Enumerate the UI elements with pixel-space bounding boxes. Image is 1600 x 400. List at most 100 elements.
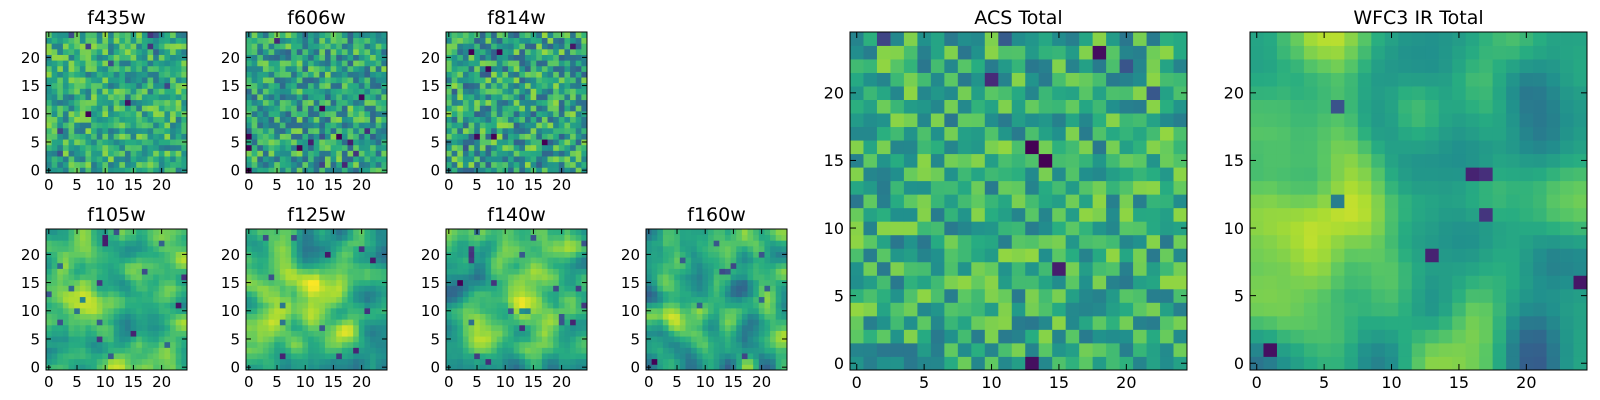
- heatmap-cell: [1173, 302, 1188, 317]
- heatmap-cell: [274, 54, 281, 61]
- heatmap-cell: [724, 330, 731, 337]
- heatmap-cell: [917, 234, 932, 249]
- heatmap-cell: [381, 122, 388, 129]
- heatmap-cell: [302, 110, 309, 117]
- heatmap-cell: [358, 82, 365, 89]
- heatmap-cell: [175, 77, 182, 84]
- heatmap-cell: [736, 296, 743, 303]
- heatmap-cell: [541, 336, 548, 343]
- heatmap-cell: [758, 353, 765, 360]
- heatmap-cell: [79, 353, 86, 360]
- heatmap-cell: [279, 133, 286, 140]
- heatmap-cell: [147, 358, 154, 365]
- heatmap-cell: [285, 133, 292, 140]
- heatmap-cell: [496, 127, 503, 134]
- heatmap-cell: [491, 364, 498, 371]
- heatmap-cell: [302, 257, 309, 264]
- heatmap-cell: [119, 330, 126, 337]
- axes-frame: [245, 228, 388, 371]
- heatmap-cell: [957, 180, 972, 195]
- heatmap-cell: [341, 48, 348, 55]
- heatmap-cell: [917, 153, 932, 168]
- heatmap-cell: [496, 37, 503, 44]
- heatmap-cell: [102, 257, 109, 264]
- heatmap-cell: [753, 307, 760, 314]
- heatmap-cell: [485, 229, 492, 236]
- heatmap-cell: [51, 274, 58, 281]
- heatmap-cell: [564, 257, 571, 264]
- heatmap-cell: [347, 65, 354, 72]
- heatmap-cell: [164, 262, 171, 269]
- heatmap-cell: [944, 153, 959, 168]
- heatmap-cell: [381, 127, 388, 134]
- heatmap-cell: [770, 234, 777, 241]
- heatmap-cell: [1052, 261, 1067, 276]
- heatmap-cell: [1146, 180, 1161, 195]
- heatmap-cell: [308, 330, 315, 337]
- heatmap-cell: [62, 94, 69, 101]
- heatmap-cell: [457, 94, 464, 101]
- heatmap-cell: [502, 336, 509, 343]
- heatmap-cell: [753, 353, 760, 360]
- heatmap-cell: [547, 133, 554, 140]
- heatmap-cell: [724, 336, 731, 343]
- heatmap-cell: [474, 110, 481, 117]
- heatmap-cell: [108, 296, 115, 303]
- heatmap-cell: [46, 274, 53, 281]
- heatmap-cell: [324, 234, 331, 241]
- heatmap-cell: [1079, 315, 1094, 330]
- heatmap-cell: [175, 245, 182, 252]
- heatmap-cell: [662, 364, 669, 371]
- heatmap-cell: [153, 347, 160, 354]
- heatmap-cell: [930, 275, 945, 290]
- heatmap-cell: [46, 105, 53, 112]
- heatmap-cell: [164, 60, 171, 67]
- heatmap-cell: [736, 302, 743, 309]
- heatmap-cell: [291, 32, 298, 39]
- heatmap-cell: [181, 43, 188, 50]
- heatmap-cell: [91, 37, 98, 44]
- heatmap-cell: [79, 364, 86, 371]
- heatmap-cell: [57, 161, 64, 168]
- heatmap-cell: [268, 150, 275, 157]
- heatmap-cell: [175, 133, 182, 140]
- y-tick-label: 20: [421, 246, 440, 264]
- heatmap-cell: [1038, 234, 1053, 249]
- heatmap-cell: [291, 144, 298, 151]
- heatmap-cell: [468, 37, 475, 44]
- heatmap-cell: [319, 110, 326, 117]
- heatmap-cell: [170, 330, 177, 337]
- heatmap-cell: [147, 105, 154, 112]
- heatmap-cell: [770, 274, 777, 281]
- heatmap-cell: [175, 279, 182, 286]
- heatmap-cell: [257, 133, 264, 140]
- heatmap-cell: [496, 268, 503, 275]
- heatmap-cell: [251, 116, 258, 123]
- heatmap-cell: [702, 240, 709, 247]
- heatmap-cell: [91, 268, 98, 275]
- heatmap-cell: [108, 291, 115, 298]
- heatmap-cell: [724, 307, 731, 314]
- heatmap-cell: [262, 156, 269, 163]
- heatmap-cell: [57, 54, 64, 61]
- heatmap-cell: [530, 336, 537, 343]
- heatmap-cell: [451, 291, 458, 298]
- heatmap-cell: [491, 48, 498, 55]
- heatmap-cell: [524, 336, 531, 343]
- heatmap-cell: [457, 105, 464, 112]
- heatmap-cell: [285, 82, 292, 89]
- heatmap-cell: [79, 229, 86, 236]
- heatmap-cell: [930, 221, 945, 236]
- heatmap-cell: [468, 122, 475, 129]
- heatmap-cell: [491, 133, 498, 140]
- heatmap-cell: [319, 296, 326, 303]
- heatmap-cell: [758, 341, 765, 348]
- heatmap-cell: [513, 302, 520, 309]
- heatmap-cell: [519, 262, 526, 269]
- heatmap-cell: [457, 88, 464, 95]
- heatmap-cell: [96, 307, 103, 314]
- heatmap-cell: [313, 364, 320, 371]
- heatmap-cell: [113, 324, 120, 331]
- heatmap-cell: [519, 144, 526, 151]
- heatmap-cell: [724, 296, 731, 303]
